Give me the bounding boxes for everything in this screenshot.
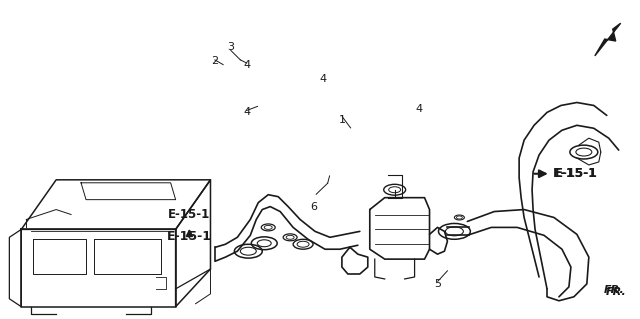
Text: 4: 4	[243, 60, 250, 70]
Text: FR.: FR.	[605, 287, 626, 297]
Text: 4: 4	[415, 104, 422, 114]
Polygon shape	[595, 23, 621, 56]
Text: 2: 2	[211, 56, 218, 66]
Text: E-15-1: E-15-1	[167, 230, 212, 243]
Text: E-15-1: E-15-1	[168, 208, 211, 221]
Text: 5: 5	[435, 279, 442, 289]
Text: 3: 3	[227, 42, 234, 52]
Text: E-15-1: E-15-1	[552, 167, 598, 180]
Text: E-15-1: E-15-1	[554, 167, 596, 180]
Text: 1: 1	[339, 115, 346, 125]
Text: 4: 4	[319, 74, 327, 84]
Text: 6: 6	[310, 202, 317, 212]
Text: 4: 4	[243, 107, 250, 117]
Text: FR.: FR.	[604, 285, 624, 295]
